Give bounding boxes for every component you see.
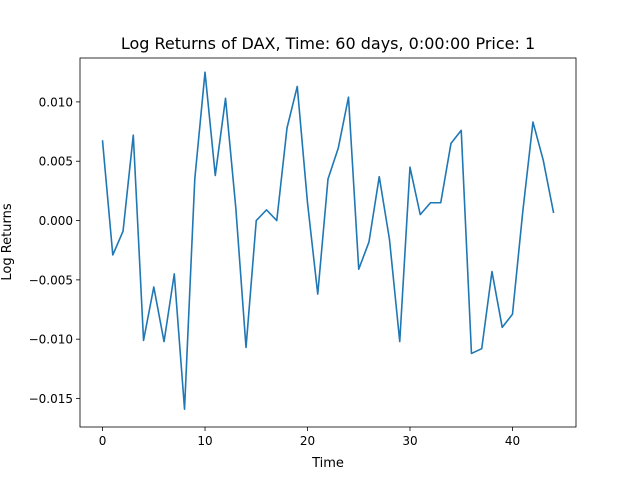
x-tick-label: 10 (197, 434, 212, 448)
chart-title: Log Returns of DAX, Time: 60 days, 0:00:… (121, 34, 535, 53)
axes-frame (79, 57, 577, 428)
x-axis-label: Time (311, 456, 344, 471)
y-tick-label: 0.000 (39, 214, 73, 228)
x-tick-label: 30 (402, 434, 417, 448)
series-line (101, 71, 555, 410)
y-tick-label: 0.005 (39, 155, 73, 169)
y-tick-label: −0.010 (29, 333, 73, 347)
plot-area: 0 10 20 30 40 −0.015 −0.010 −0.005 0.000 0.005 0.0… (29, 57, 577, 448)
x-tick-label: 40 (505, 434, 520, 448)
y-tick-label: −0.005 (29, 273, 73, 287)
y-axis-label: Log Returns (0, 203, 15, 280)
x-tick-label: 0 (99, 434, 107, 448)
y-tick-label: 0.010 (39, 95, 73, 109)
y-tick-label: −0.015 (29, 392, 73, 406)
x-tick-label: 20 (300, 434, 315, 448)
